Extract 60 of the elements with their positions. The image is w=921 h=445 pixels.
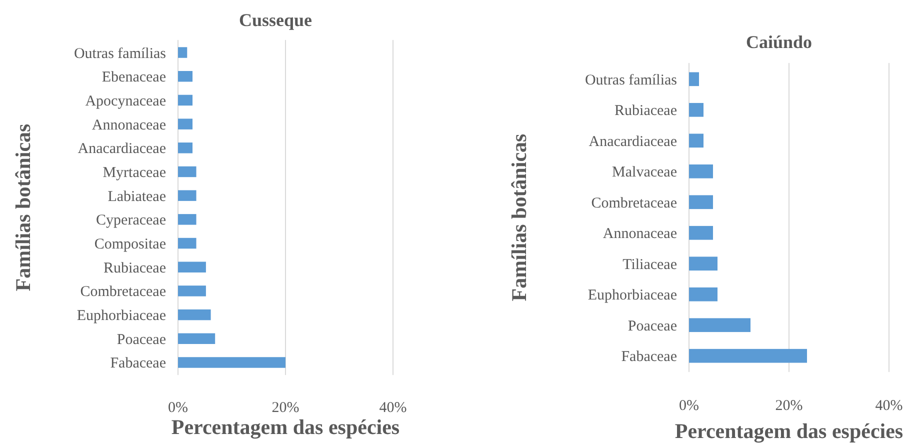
y-tick-label: Labiateae [108,188,166,205]
bar [178,166,196,178]
y-tick-label: Rubiaceae [614,103,678,120]
bar [178,309,211,320]
bar [178,190,196,201]
y-tick-label: Outras famílias [74,46,166,62]
bar [689,226,713,240]
y-tick-label: Fabaceae [110,356,166,372]
y-tick-label: Malvaceae [612,164,678,181]
bar [178,286,206,296]
y-tick-label: Rubiaceae [104,260,166,276]
y-tick-label: Compositae [94,236,166,253]
bar [178,357,286,368]
x-tick-label: 20% [272,400,300,416]
bar [689,348,807,363]
y-tick-label: Combretaceae [591,195,678,212]
y-axis-title: Famílias botânicas [507,134,531,302]
chart-title: Caiúndo [746,32,812,52]
x-tick-label: 20% [775,398,803,414]
y-tick-label: Annonaceae [602,226,678,242]
y-tick-label: Anacardiaceae [588,134,678,150]
y-tick-label: Annonaceae [92,117,166,134]
y-tick-label: Myrtaceae [102,164,166,181]
y-tick-label: Anacardiaceae [78,141,166,158]
y-tick-label: Outras famílias [584,72,678,88]
bar [689,102,704,117]
bar [178,238,196,249]
bar [178,262,206,272]
y-tick-label: Combretaceae [80,284,166,300]
x-axis-title: Percentagem das espécies [171,415,400,439]
bar [689,164,713,178]
x-axis-title: Percentagem das espécies [674,419,904,443]
bar [689,72,699,86]
y-tick-label: Poaceae [628,318,678,334]
bar [689,287,718,302]
bar [178,94,193,106]
bar [178,214,196,225]
x-tick-label: 0% [679,398,699,414]
x-tick-label: 40% [875,398,903,414]
bar [689,134,704,148]
x-tick-label: 40% [379,400,407,416]
chart-title: Cusseque [238,10,312,30]
bar [178,142,193,154]
y-tick-label: Ebenaceae [102,70,166,86]
y-tick-label: Cyperaceae [96,212,166,229]
y-axis-title: Famílias botânicas [11,124,35,292]
y-tick-label: Fabaceae [621,349,678,366]
y-tick-label: Apocynaceae [85,93,166,110]
bar [178,333,216,344]
y-tick-label: Tiliaceae [622,256,678,273]
bar [178,118,193,130]
bar [689,318,750,332]
bar [178,47,188,58]
x-tick-label: 0% [168,400,188,416]
bar [689,195,713,210]
y-tick-label: Euphorbiaceae [76,308,166,324]
y-tick-label: Euphorbiaceae [588,288,678,304]
bar [689,256,718,271]
y-tick-label: Poaceae [116,332,166,348]
bar [178,70,193,82]
